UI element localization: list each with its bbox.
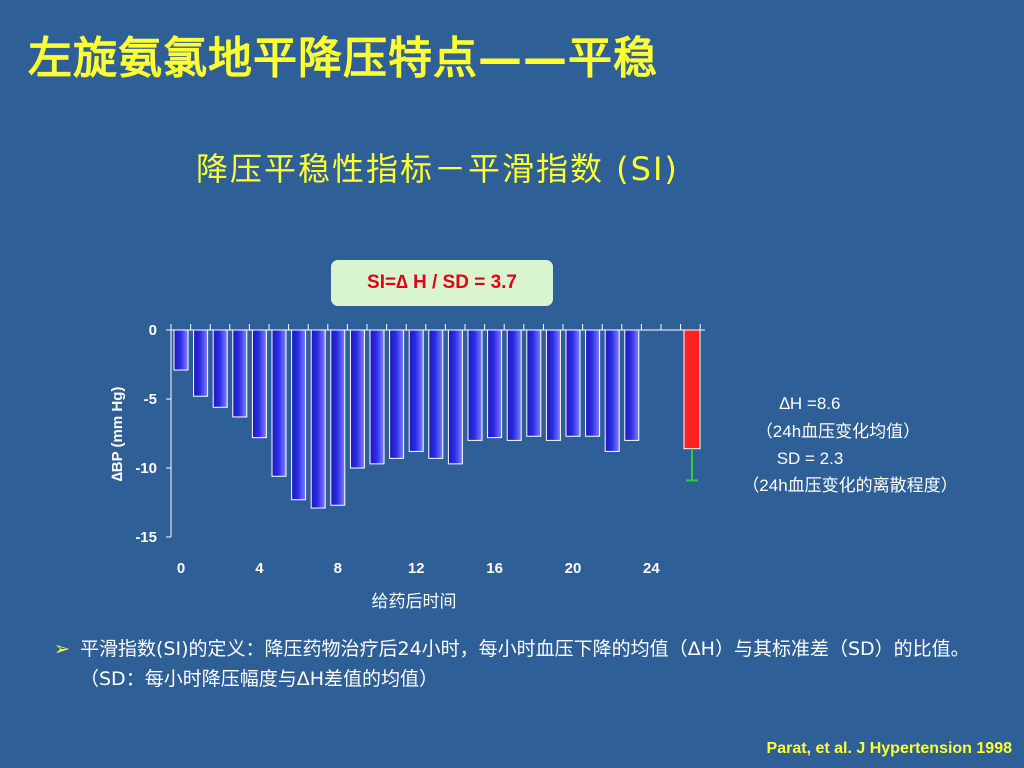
sd-label: SD = 2.3 (776, 449, 844, 468)
bar-hour-11 (389, 329, 405, 459)
si-definition-text: 平滑指数(SI)的定义：降压药物治疗后24小时，每小时血压下降的均值（ΔH）与其… (80, 638, 970, 690)
bar-hour-13 (428, 329, 444, 459)
bar-hour-2 (212, 329, 228, 408)
x-tick-label: 8 (334, 560, 342, 577)
bar-hour-22 (604, 329, 620, 452)
si-formula-box: SI=∆ H / SD = 3.7 (331, 260, 553, 306)
si-definition-note: ➢ 平滑指数(SI)的定义：降压药物治疗后24小时，每小时血压下降的均值（ΔH）… (54, 634, 994, 694)
si-formula: SI=∆ H / SD = 3.7 (367, 272, 517, 293)
x-tick-label: 16 (486, 560, 503, 577)
sd-description: （24h血压变化的离散程度） (742, 476, 958, 495)
x-tick-label: 24 (643, 560, 660, 577)
x-tick-label: 0 (177, 560, 185, 577)
slide-subtitle: 降压平稳性指标－平滑指数 (SI) (196, 150, 679, 188)
y-tick-label: 0 (149, 322, 157, 339)
bar-hour-8 (330, 329, 346, 506)
y-tick-label: -10 (135, 460, 157, 477)
y-axis-label: ∆BP (mm Hg) (109, 387, 126, 482)
x-axis-label: 给药后时间 (372, 592, 457, 612)
bar-hour-9 (349, 329, 365, 469)
bar-hour-19 (545, 329, 561, 441)
bar-hour-18 (526, 329, 542, 437)
bar-hour-17 (506, 329, 522, 441)
bar-hour-12 (408, 329, 424, 452)
bar-hour-14 (447, 329, 463, 465)
bar-hour-7 (310, 329, 326, 509)
summary-bar (683, 329, 701, 450)
delta-h-description: （24h血压变化均值） (755, 422, 921, 441)
bar-hour-15 (467, 329, 483, 441)
bar-hour-23 (624, 329, 640, 441)
bar-hour-20 (565, 329, 581, 437)
bar-hour-16 (487, 329, 503, 439)
bar-hour-6 (291, 329, 307, 501)
bar-hour-10 (369, 329, 385, 465)
y-tick-label: -5 (144, 391, 157, 408)
slide-title: 左旋氨氯地平降压特点——平稳 (28, 33, 658, 84)
bar-hour-0 (173, 329, 189, 371)
bar-hour-5 (271, 329, 287, 477)
bar-hour-4 (251, 329, 267, 439)
bullet-arrow-icon: ➢ (54, 638, 70, 660)
bar-hour-1 (193, 329, 209, 397)
bar-hour-21 (585, 329, 601, 437)
y-tick-label: -15 (135, 529, 157, 546)
bar-hour-3 (232, 329, 248, 418)
x-tick-label: 12 (408, 560, 425, 577)
x-tick-label: 4 (255, 560, 264, 577)
x-tick-label: 20 (565, 560, 582, 577)
delta-h-label: ∆H =8.6 (779, 394, 841, 413)
citation: Parat, et al. J Hypertension 1998 (766, 740, 1012, 757)
